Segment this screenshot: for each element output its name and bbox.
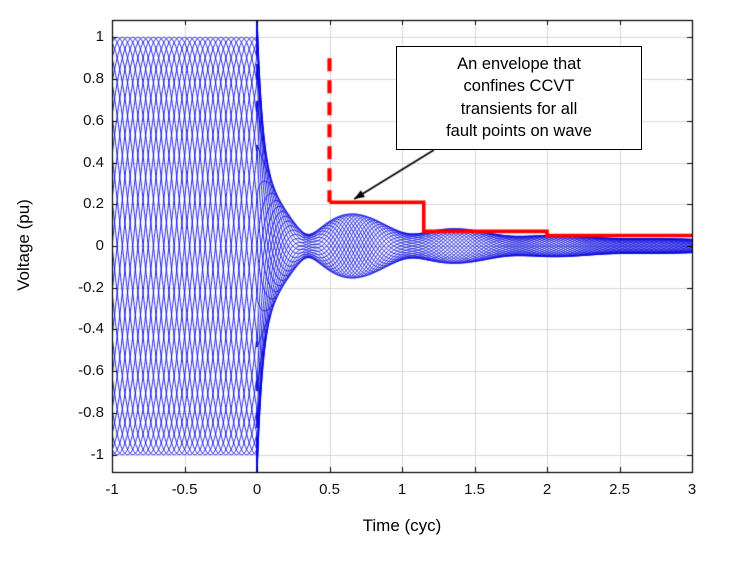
x-tick-label: -1	[105, 481, 119, 498]
y-tick-label: 1	[95, 28, 104, 46]
y-tick-label: 0.6	[83, 111, 104, 129]
y-tick-label: -1	[90, 445, 104, 463]
y-tick-label: -0.6	[78, 362, 104, 380]
y-tick-label: -0.8	[78, 403, 104, 421]
x-tick-label: 2.5	[609, 481, 630, 498]
x-tick-label: -0.5	[171, 481, 198, 498]
y-tick-label: 0	[95, 237, 104, 254]
x-tick-label: 3	[687, 481, 697, 498]
y-tick-label: 0.2	[83, 195, 104, 213]
x-tick-label: 0	[252, 481, 262, 498]
x-tick-label: 2	[542, 481, 552, 498]
y-tick-label: 0.8	[83, 70, 104, 88]
x-axis-label: Time (cyc)	[362, 516, 442, 535]
x-tick-label: 1.5	[464, 481, 485, 498]
y-axis-label: Voltage (pu)	[14, 199, 33, 291]
x-tick-label: 1	[397, 481, 407, 498]
x-tick-label: 0.5	[319, 481, 340, 498]
y-tick-label: 0.4	[83, 153, 104, 171]
annotation-box: An envelope that confines CCVT transient…	[396, 46, 642, 151]
y-tick-label: -0.4	[78, 320, 104, 338]
y-tick-label: -0.2	[78, 278, 104, 296]
